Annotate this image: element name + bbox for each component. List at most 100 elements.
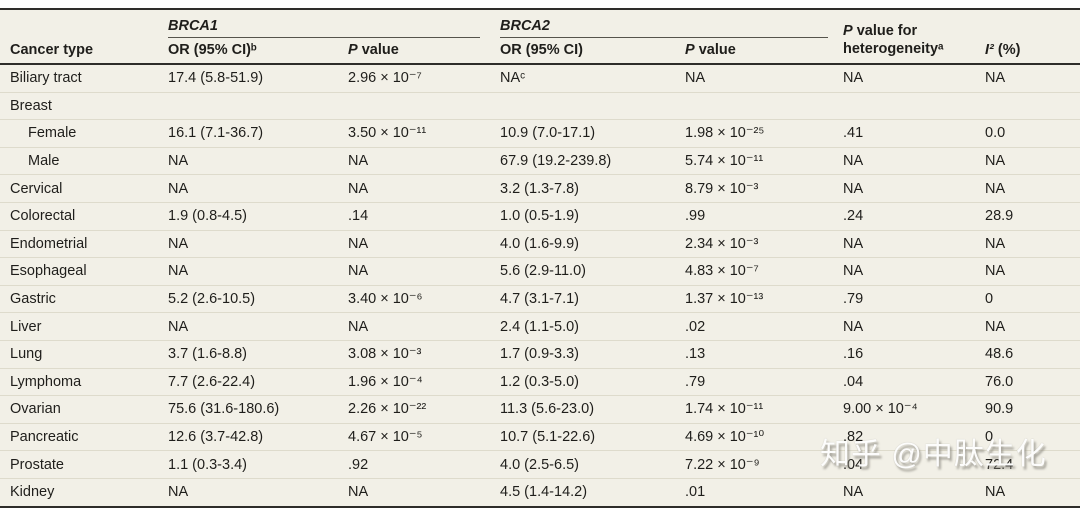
cell-brca2-or: 4.5 (1.4-14.2) — [500, 484, 588, 501]
cell-brca2-or: 67.9 (19.2-239.8) — [500, 153, 612, 170]
table-header: Cancer type BRCA1 BRCA2 P value for heter… — [0, 10, 1080, 65]
cell-het-p: .04 — [843, 456, 864, 473]
cell-brca1-or: 17.4 (5.8-51.9) — [168, 70, 264, 87]
cell-i2: NA — [985, 318, 1006, 335]
table-row: Cervical NA NA 3.2 (1.3-7.8) 8.79 × 10⁻³… — [0, 174, 1080, 202]
table-row: Esophageal NA NA 5.6 (2.9-11.0) 4.83 × 1… — [0, 257, 1080, 285]
cell-brca2-or: 1.7 (0.9-3.3) — [500, 346, 579, 363]
cell-i2: NA — [985, 153, 1006, 170]
cell-brca1-or: NA — [168, 318, 189, 335]
table-row: Prostate 1.1 (0.3-3.4) .92 4.0 (2.5-6.5)… — [0, 450, 1080, 478]
cell-i2: NA — [985, 263, 1006, 280]
cell-brca1-p: NA — [348, 318, 369, 335]
cell-brca2-or: 11.3 (5.6-23.0) — [500, 401, 595, 418]
cell-cancer-type: Male — [28, 153, 60, 170]
cell-brca1-p: 3.08 × 10⁻³ — [348, 346, 422, 363]
header-brca1-spanner: BRCA1 — [168, 15, 480, 38]
cell-brca2-p: NA — [685, 70, 706, 87]
cell-cancer-type: Endometrial — [10, 235, 88, 252]
cell-brca1-or: NA — [168, 263, 189, 280]
cell-brca2-or: 4.0 (2.5-6.5) — [500, 456, 579, 473]
cell-brca2-p: 5.74 × 10⁻¹¹ — [685, 153, 764, 170]
cell-brca2-or: 5.6 (2.9-11.0) — [500, 263, 586, 280]
cell-cancer-type: Lymphoma — [10, 373, 82, 390]
cell-het-p: NA — [843, 318, 864, 335]
cell-cancer-type: Gastric — [10, 291, 56, 308]
cell-i2: 48.6 — [985, 346, 1014, 363]
cell-i2: 90.9 — [985, 401, 1014, 418]
header-cancer-type: Cancer type — [10, 42, 94, 58]
table-row: Male NA NA 67.9 (19.2-239.8) 5.74 × 10⁻¹… — [0, 146, 1080, 175]
cell-brca2-or: 1.2 (0.3-5.0) — [500, 373, 579, 390]
cell-cancer-type: Colorectal — [10, 208, 76, 225]
cell-brca1-p: NA — [348, 484, 369, 501]
cell-brca2-or: 1.0 (0.5-1.9) — [500, 208, 579, 225]
results-table: Cancer type BRCA1 BRCA2 P value for heter… — [0, 8, 1080, 508]
cell-het-p: .79 — [843, 291, 864, 308]
cell-brca1-p: NA — [348, 180, 369, 197]
cell-brca1-p: NA — [348, 153, 369, 170]
cell-i2: 72.4 — [985, 456, 1014, 473]
cell-het-p: NA — [843, 484, 864, 501]
cell-i2: NA — [985, 180, 1006, 197]
cell-brca1-or: 1.1 (0.3-3.4) — [168, 456, 247, 473]
header-het-line1: value for — [852, 22, 918, 39]
cell-i2: 0 — [985, 291, 994, 308]
cell-brca2-p: 1.98 × 10⁻²⁵ — [685, 125, 765, 142]
cell-brca1-p: 3.50 × 10⁻¹¹ — [348, 125, 427, 142]
cell-brca2-p: 4.69 × 10⁻¹⁰ — [685, 429, 765, 446]
table-row: Biliary tract 17.4 (5.8-51.9) 2.96 × 10⁻… — [0, 65, 1080, 92]
cell-i2: 0 — [985, 429, 994, 446]
header-het-line2: heterogeneityᵃ — [843, 40, 944, 57]
table-row: Kidney NA NA 4.5 (1.4-14.2) .01 NA NA — [0, 477, 1080, 506]
table-row: Gastric 5.2 (2.6-10.5) 3.40 × 10⁻⁶ 4.7 (… — [0, 284, 1080, 313]
cell-i2: 0.0 — [985, 125, 1006, 142]
header-brca2-or-ci: OR (95% CI) — [500, 42, 583, 58]
cell-brca2-or: 4.7 (3.1-7.1) — [500, 291, 579, 308]
table-row: Colorectal 1.9 (0.8-4.5) .14 1.0 (0.5-1.… — [0, 201, 1080, 230]
cell-i2: NA — [985, 484, 1006, 501]
cell-cancer-type: Biliary tract — [10, 70, 82, 87]
cell-het-p: 9.00 × 10⁻⁴ — [843, 401, 918, 418]
header-brca1-or-ci: OR (95% CI)ᵇ — [168, 42, 257, 58]
cell-i2: NA — [985, 235, 1006, 252]
table-row: Lymphoma 7.7 (2.6-22.4) 1.96 × 10⁻⁴ 1.2 … — [0, 367, 1080, 396]
cell-cancer-type: Female — [28, 125, 77, 142]
cell-brca1-or: 12.6 (3.7-42.8) — [168, 429, 264, 446]
cell-cancer-type: Pancreatic — [10, 429, 79, 446]
cell-brca1-p: NA — [348, 263, 369, 280]
cell-brca1-or: NA — [168, 153, 189, 170]
table-row: Endometrial NA NA 4.0 (1.6-9.9) 2.34 × 1… — [0, 229, 1080, 258]
cell-cancer-type: Ovarian — [10, 401, 61, 418]
cell-brca1-p: 3.40 × 10⁻⁶ — [348, 291, 423, 308]
cell-brca1-p: 2.26 × 10⁻²² — [348, 401, 427, 418]
cell-brca1-or: 16.1 (7.1-36.7) — [168, 125, 264, 142]
zhihu-watermark: 知乎 @中肽生化 — [820, 438, 1047, 471]
cell-brca2-p: .13 — [685, 346, 706, 363]
cell-brca1-p: .92 — [348, 456, 369, 473]
cell-brca2-p: 2.34 × 10⁻³ — [685, 235, 759, 252]
table-row: Liver NA NA 2.4 (1.1-5.0) .02 NA NA — [0, 312, 1080, 340]
cell-brca2-p: .02 — [685, 318, 706, 335]
cell-brca2-or: 10.7 (5.1-22.6) — [500, 429, 596, 446]
table-row: Female 16.1 (7.1-36.7) 3.50 × 10⁻¹¹ 10.9… — [0, 119, 1080, 147]
cell-het-p: .82 — [843, 429, 864, 446]
table-row: Lung 3.7 (1.6-8.8) 3.08 × 10⁻³ 1.7 (0.9-… — [0, 339, 1080, 368]
header-brca2-spanner: BRCA2 — [500, 15, 828, 38]
cell-brca2-p: .99 — [685, 208, 706, 225]
cell-brca1-or: 1.9 (0.8-4.5) — [168, 208, 247, 225]
cell-brca1-or: 75.6 (31.6-180.6) — [168, 401, 280, 418]
cell-cancer-type: Lung — [10, 346, 43, 363]
table-body: Biliary tract 17.4 (5.8-51.9) 2.96 × 10⁻… — [0, 65, 1080, 506]
cell-het-p: NA — [843, 235, 864, 252]
cell-brca1-or: NA — [168, 235, 189, 252]
cell-cancer-type: Breast — [10, 97, 52, 114]
cell-brca1-p: 2.96 × 10⁻⁷ — [348, 70, 422, 87]
cell-het-p: NA — [843, 153, 864, 170]
cell-het-p: NA — [843, 70, 864, 87]
cell-i2: NA — [985, 70, 1006, 87]
table-row: Ovarian 75.6 (31.6-180.6) 2.26 × 10⁻²² 1… — [0, 395, 1080, 423]
cell-brca2-p: .79 — [685, 373, 706, 390]
cell-brca1-p: .14 — [348, 208, 369, 225]
cell-het-p: .04 — [843, 373, 864, 390]
